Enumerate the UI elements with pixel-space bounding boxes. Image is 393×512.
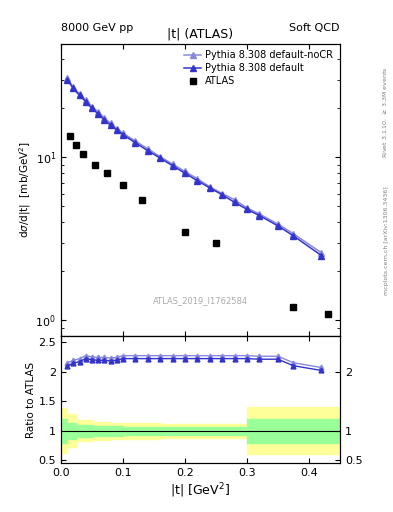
ATLAS — [213, 240, 218, 246]
Pythia 8.308 default — [121, 132, 125, 138]
Pythia 8.308 default — [244, 206, 249, 212]
Pythia 8.308 default — [195, 178, 200, 184]
Pythia 8.308 default-noCR — [77, 91, 82, 97]
Pythia 8.308 default — [65, 77, 70, 83]
Pythia 8.308 default-noCR — [244, 205, 249, 211]
Text: mcplots.cern.ch [arXiv:1306.3436]: mcplots.cern.ch [arXiv:1306.3436] — [384, 186, 389, 295]
Pythia 8.308 default-noCR — [71, 84, 76, 90]
Pythia 8.308 default-noCR — [257, 211, 262, 217]
Pythia 8.308 default-noCR — [275, 221, 280, 227]
Pythia 8.308 default — [158, 155, 162, 161]
Pythia 8.308 default-noCR — [90, 103, 94, 110]
Pythia 8.308 default — [291, 233, 296, 239]
Pythia 8.308 default — [183, 170, 187, 176]
Text: 8000 GeV pp: 8000 GeV pp — [61, 23, 133, 33]
Pythia 8.308 default-noCR — [183, 168, 187, 175]
Pythia 8.308 default-noCR — [145, 146, 150, 152]
Pythia 8.308 default-noCR — [133, 138, 138, 144]
Pythia 8.308 default-noCR — [102, 115, 107, 121]
Text: Soft QCD: Soft QCD — [290, 23, 340, 33]
Pythia 8.308 default — [220, 191, 224, 198]
Pythia 8.308 default-noCR — [83, 97, 88, 103]
Pythia 8.308 default-noCR — [195, 176, 200, 182]
Pythia 8.308 default — [71, 86, 76, 92]
Pythia 8.308 default-noCR — [319, 250, 324, 256]
ATLAS — [93, 162, 97, 168]
Text: ATLAS_2019_I1762584: ATLAS_2019_I1762584 — [153, 296, 248, 306]
Pythia 8.308 default — [102, 117, 107, 123]
Pythia 8.308 default — [275, 223, 280, 229]
Pythia 8.308 default-noCR — [208, 184, 212, 190]
Y-axis label: d$\sigma$/d|t|  [mb/GeV$^{2}$]: d$\sigma$/d|t| [mb/GeV$^{2}$] — [17, 141, 33, 238]
ATLAS — [183, 229, 187, 235]
Pythia 8.308 default-noCR — [220, 190, 224, 197]
Pythia 8.308 default — [133, 140, 138, 146]
ATLAS — [291, 304, 296, 310]
Y-axis label: Ratio to ATLAS: Ratio to ATLAS — [26, 361, 35, 438]
Pythia 8.308 default — [319, 252, 324, 259]
Pythia 8.308 default — [257, 212, 262, 219]
Pythia 8.308 default — [77, 92, 82, 98]
Line: Pythia 8.308 default-noCR: Pythia 8.308 default-noCR — [64, 76, 324, 255]
Pythia 8.308 default-noCR — [121, 130, 125, 136]
ATLAS — [74, 141, 79, 147]
Legend: Pythia 8.308 default-noCR, Pythia 8.308 default, ATLAS: Pythia 8.308 default-noCR, Pythia 8.308 … — [182, 48, 335, 88]
Text: |t| (ATLAS): |t| (ATLAS) — [167, 28, 233, 40]
Pythia 8.308 default — [83, 98, 88, 104]
X-axis label: |t| [GeV$^{2}$]: |t| [GeV$^{2}$] — [171, 481, 230, 500]
Pythia 8.308 default — [114, 127, 119, 133]
Pythia 8.308 default — [96, 111, 101, 117]
Pythia 8.308 default-noCR — [170, 161, 175, 167]
Pythia 8.308 default-noCR — [291, 231, 296, 237]
ATLAS — [105, 170, 110, 176]
ATLAS — [139, 197, 144, 203]
Pythia 8.308 default-noCR — [96, 109, 101, 115]
Pythia 8.308 default — [90, 105, 94, 112]
Pythia 8.308 default-noCR — [232, 197, 237, 203]
ATLAS — [68, 133, 73, 139]
Line: Pythia 8.308 default: Pythia 8.308 default — [64, 77, 324, 258]
Pythia 8.308 default — [232, 199, 237, 205]
Pythia 8.308 default — [108, 122, 113, 128]
Pythia 8.308 default-noCR — [65, 75, 70, 81]
Pythia 8.308 default-noCR — [114, 125, 119, 132]
Pythia 8.308 default — [145, 147, 150, 154]
ATLAS — [80, 151, 85, 157]
ATLAS — [325, 311, 330, 317]
ATLAS — [121, 182, 125, 188]
Text: Rivet 3.1.10, $\geq$ 3.3M events: Rivet 3.1.10, $\geq$ 3.3M events — [382, 67, 389, 158]
Line: ATLAS: ATLAS — [67, 133, 331, 317]
Pythia 8.308 default-noCR — [108, 120, 113, 126]
Pythia 8.308 default-noCR — [158, 154, 162, 160]
Pythia 8.308 default — [208, 185, 212, 191]
Pythia 8.308 default — [170, 163, 175, 169]
